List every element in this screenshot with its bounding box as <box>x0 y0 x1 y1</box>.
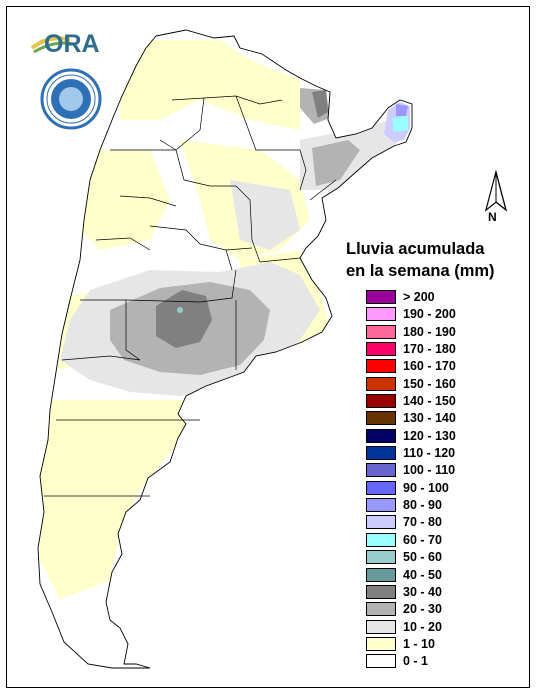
legend-label: 90 - 100 <box>403 480 449 495</box>
legend-label: 50 - 60 <box>403 550 442 565</box>
legend-swatch <box>366 567 396 582</box>
legend-swatch <box>366 307 396 322</box>
legend-swatch <box>366 342 396 357</box>
ora-logo-text: ORA <box>44 30 100 58</box>
north-arrow-icon <box>478 169 514 222</box>
legend-swatch <box>366 480 396 495</box>
legend-swatch <box>366 619 396 634</box>
north-label: N <box>488 210 497 224</box>
legend-label: 80 - 90 <box>403 498 442 513</box>
legend-title-line2: en la semana (mm) <box>346 262 495 280</box>
smn-seal-icon <box>40 68 102 130</box>
legend-swatch <box>366 654 396 669</box>
legend-swatch <box>366 498 396 513</box>
legend-label: > 200 <box>403 290 435 304</box>
legend-label: 150 - 160 <box>403 376 456 391</box>
legend-label: 140 - 150 <box>403 394 456 409</box>
legend-label: 10 - 20 <box>403 619 442 634</box>
legend-swatch <box>366 532 396 547</box>
legend-label: 100 - 110 <box>403 463 456 478</box>
legend-label: 170 - 180 <box>403 342 456 357</box>
legend-swatch <box>366 584 396 599</box>
legend-label: 110 - 120 <box>403 446 456 461</box>
legend-label: 120 - 130 <box>403 428 456 443</box>
legend-title-line1: Lluvia acumulada <box>346 240 485 258</box>
legend-swatch <box>366 602 396 617</box>
legend-swatch <box>366 515 396 530</box>
legend-swatch <box>366 428 396 443</box>
legend-swatch <box>366 376 396 391</box>
legend-label: 160 - 170 <box>403 359 456 374</box>
legend-swatch <box>366 324 396 339</box>
legend-label: 1 - 10 <box>403 636 435 651</box>
legend-label: 130 - 140 <box>403 411 456 426</box>
ora-logo-icon <box>30 30 104 62</box>
legend-swatch <box>366 394 396 409</box>
legend-label: 40 - 50 <box>403 567 442 582</box>
legend-swatch <box>366 359 396 374</box>
legend-swatch <box>366 550 396 565</box>
legend-label: 20 - 30 <box>403 602 442 617</box>
legend-label: 70 - 80 <box>403 515 442 530</box>
legend-swatch <box>366 636 396 651</box>
legend-swatch <box>366 290 396 304</box>
legend-swatch <box>366 411 396 426</box>
legend-label: 30 - 40 <box>403 584 442 599</box>
legend-swatch <box>366 463 396 478</box>
legend-label: 190 - 200 <box>403 307 456 322</box>
legend-label: 0 - 1 <box>403 654 429 669</box>
legend-label: 60 - 70 <box>403 532 442 547</box>
legend-title: Lluvia acumulada en la semana (mm) <box>346 238 526 282</box>
legend-label: 180 - 190 <box>403 324 456 339</box>
legend-swatch <box>366 446 396 461</box>
